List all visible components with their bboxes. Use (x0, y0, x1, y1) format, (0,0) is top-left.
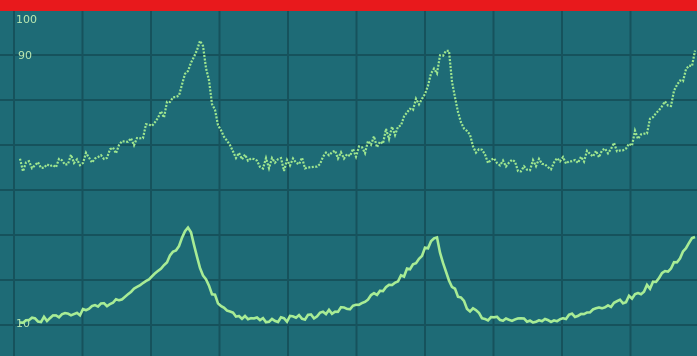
level-label: 90 (18, 49, 32, 62)
oscilloscope-screen: 100 90 10 (0, 0, 697, 356)
level-label: 100 (16, 13, 37, 26)
top-bar (0, 0, 697, 11)
page: 100 90 10 (() => { const data = JSON.par… (0, 0, 697, 356)
